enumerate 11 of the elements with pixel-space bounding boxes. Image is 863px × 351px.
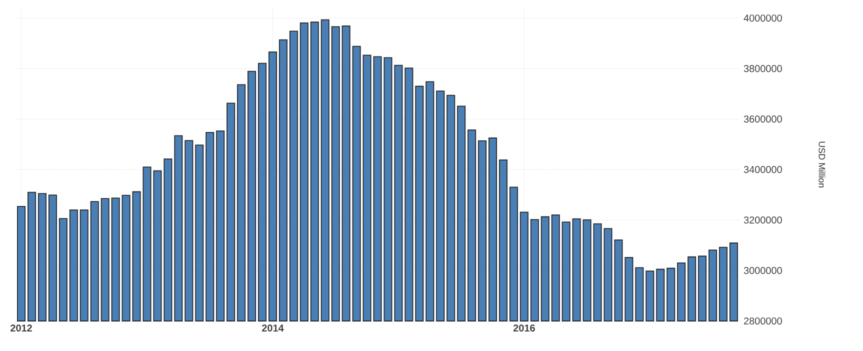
x-tick-label: 2012 bbox=[10, 324, 32, 332]
y-tick-label: 3600000 bbox=[744, 116, 782, 123]
y-tick-label: 2800000 bbox=[744, 317, 782, 325]
y-axis-title: USD Million bbox=[818, 142, 826, 188]
y-tick-label: 3400000 bbox=[744, 166, 782, 174]
y-tick-label: 4000000 bbox=[744, 14, 782, 22]
y-tick-label: 3200000 bbox=[744, 216, 782, 224]
y-tick-label: 3000000 bbox=[744, 266, 782, 274]
x-tick-label: 2016 bbox=[513, 324, 535, 332]
x-tick-label: 2014 bbox=[262, 324, 284, 332]
y-tick-label: 3800000 bbox=[744, 65, 782, 72]
